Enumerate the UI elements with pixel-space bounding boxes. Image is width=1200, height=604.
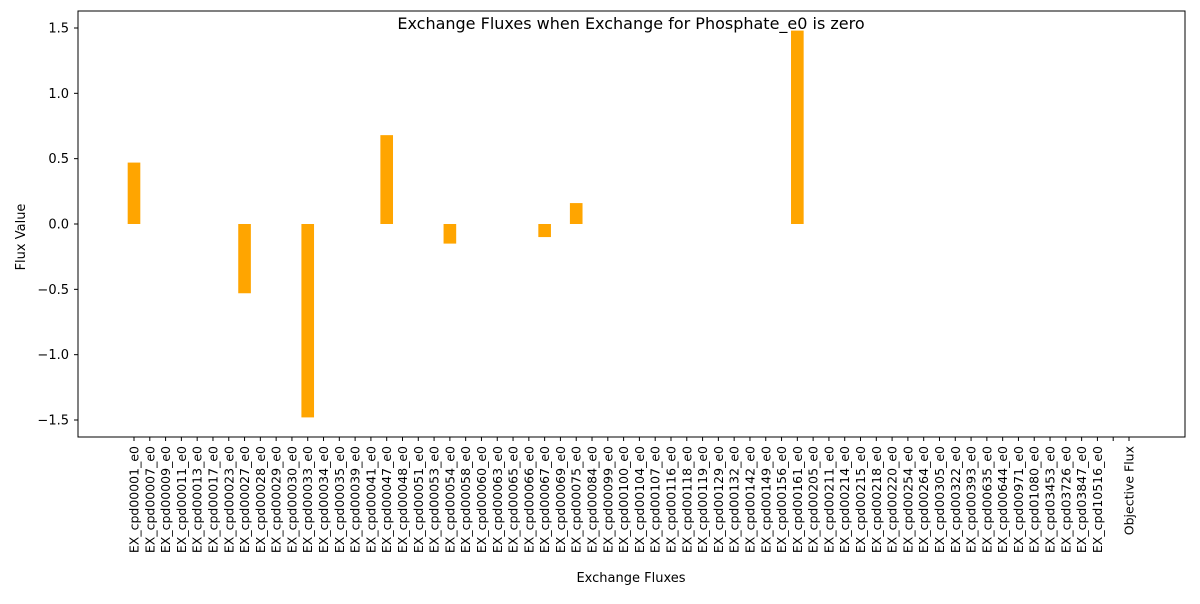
x-axis-label: Exchange Fluxes <box>576 571 685 586</box>
bars-layer <box>127 30 804 418</box>
x-tick-label: EX_cpd00156_e0 <box>774 446 789 553</box>
x-tick-label: EX_cpd00033_e0 <box>300 446 315 553</box>
x-tick-label: Objective Flux <box>1122 446 1137 535</box>
bar <box>301 224 315 418</box>
bar <box>380 135 394 224</box>
x-tick-label: EX_cpd00084_e0 <box>585 446 600 553</box>
x-tick-label: EX_cpd00053_e0 <box>427 446 442 553</box>
x-tick-label: EX_cpd00051_e0 <box>411 446 426 553</box>
x-tick-label: EX_cpd00035_e0 <box>332 446 347 553</box>
x-tick-label: EX_cpd00264_e0 <box>916 446 931 553</box>
x-tick-label: EX_cpd00065_e0 <box>506 446 521 553</box>
y-tick-label: 0.5 <box>48 152 69 167</box>
x-tick-label: EX_cpd00322_e0 <box>948 446 963 553</box>
y-tick-label: −1.0 <box>37 348 69 363</box>
x-tick-label: EX_cpd00142_e0 <box>742 446 757 553</box>
x-tick-label: EX_cpd00047_e0 <box>379 446 394 553</box>
y-tick-label: −0.5 <box>37 283 69 298</box>
x-axis: EX_cpd00001_e0 EX_cpd00007_e0 EX_cpd00009_… <box>127 437 1137 553</box>
y-axis-label: Flux Value <box>14 204 29 271</box>
x-tick-label: EX_cpd00132_e0 <box>727 446 742 553</box>
x-tick-label: EX_cpd00027_e0 <box>237 446 252 553</box>
bar <box>538 224 551 238</box>
bar <box>238 224 251 294</box>
x-tick-label: EX_cpd00030_e0 <box>284 446 299 553</box>
x-tick-label: EX_cpd00048_e0 <box>395 446 410 553</box>
x-tick-label: EX_cpd00009_e0 <box>158 446 173 553</box>
x-tick-label: EX_cpd00107_e0 <box>648 446 663 553</box>
x-tick-label: EX_cpd01080_e0 <box>1027 446 1042 553</box>
x-tick-label: EX_cpd00214_e0 <box>837 446 852 553</box>
x-tick-label: EX_cpd00007_e0 <box>142 446 157 553</box>
x-tick-label: EX_cpd00017_e0 <box>205 446 220 553</box>
x-tick-label: EX_cpd00028_e0 <box>253 446 268 553</box>
x-tick-label: EX_cpd00971_e0 <box>1011 446 1026 553</box>
x-tick-label: EX_cpd00058_e0 <box>458 446 473 553</box>
x-tick-label: EX_cpd00041_e0 <box>363 446 378 553</box>
y-axis: −1.5 −1.0 −0.5 0.0 0.5 1.0 1.5 <box>37 21 78 429</box>
x-tick-label: EX_cpd00215_e0 <box>853 446 868 553</box>
y-tick-label: 0.0 <box>48 218 69 233</box>
x-tick-label: EX_cpd00060_e0 <box>474 446 489 553</box>
x-tick-label: EX_cpd00100_e0 <box>616 446 631 553</box>
x-tick-label: EX_cpd00161_e0 <box>790 446 805 553</box>
x-tick-label: EX_cpd00254_e0 <box>900 446 915 553</box>
x-tick-label: EX_cpd00220_e0 <box>885 446 900 553</box>
x-tick-label: EX_cpd10516_e0 <box>1090 446 1105 553</box>
x-tick-label: EX_cpd00069_e0 <box>553 446 568 553</box>
y-tick-label: −1.5 <box>37 414 69 429</box>
x-tick-label: EX_cpd00063_e0 <box>490 446 505 553</box>
x-tick-label: EX_cpd00205_e0 <box>806 446 821 553</box>
x-tick-label: EX_cpd00635_e0 <box>979 446 994 553</box>
bar <box>569 203 583 224</box>
x-tick-label: EX_cpd00039_e0 <box>348 446 363 553</box>
x-tick-label: EX_cpd00305_e0 <box>932 446 947 553</box>
x-tick-label: EX_cpd00066_e0 <box>521 446 536 553</box>
x-tick-label: EX_cpd03453_e0 <box>1043 446 1058 553</box>
bar <box>791 30 804 224</box>
x-tick-label: EX_cpd00013_e0 <box>190 446 205 553</box>
bar <box>443 224 457 244</box>
x-tick-label: EX_cpd00118_e0 <box>679 446 694 553</box>
x-tick-label: EX_cpd03847_e0 <box>1074 446 1089 553</box>
x-tick-label: EX_cpd00116_e0 <box>663 446 678 553</box>
x-tick-label: EX_cpd00393_e0 <box>964 446 979 553</box>
x-tick-label: EX_cpd00119_e0 <box>695 446 710 553</box>
y-tick-label: 1.0 <box>48 87 69 102</box>
x-tick-label: EX_cpd00644_e0 <box>995 446 1010 553</box>
x-tick-label: EX_cpd00023_e0 <box>221 446 236 553</box>
x-tick-label: EX_cpd00129_e0 <box>711 446 726 553</box>
x-tick-label: EX_cpd00075_e0 <box>569 446 584 553</box>
bar <box>127 162 141 224</box>
x-tick-label: EX_cpd00099_e0 <box>600 446 615 553</box>
x-tick-label: EX_cpd00029_e0 <box>269 446 284 553</box>
x-tick-label: EX_cpd00218_e0 <box>869 446 884 553</box>
x-tick-label: EX_cpd03726_e0 <box>1058 446 1073 553</box>
x-tick-label: EX_cpd00054_e0 <box>442 446 457 553</box>
x-tick-label: EX_cpd00001_e0 <box>127 446 142 553</box>
x-tick-label: EX_cpd00211_e0 <box>821 446 836 553</box>
x-tick-label: EX_cpd00011_e0 <box>174 446 189 553</box>
y-tick-label: 1.5 <box>48 21 69 36</box>
x-tick-label: EX_cpd00067_e0 <box>537 446 552 553</box>
chart-title: Exchange Fluxes when Exchange for Phosph… <box>397 14 864 34</box>
x-tick-label: EX_cpd00034_e0 <box>316 446 331 553</box>
x-tick-label: EX_cpd00104_e0 <box>632 446 647 553</box>
x-tick-label: EX_cpd00149_e0 <box>758 446 773 553</box>
